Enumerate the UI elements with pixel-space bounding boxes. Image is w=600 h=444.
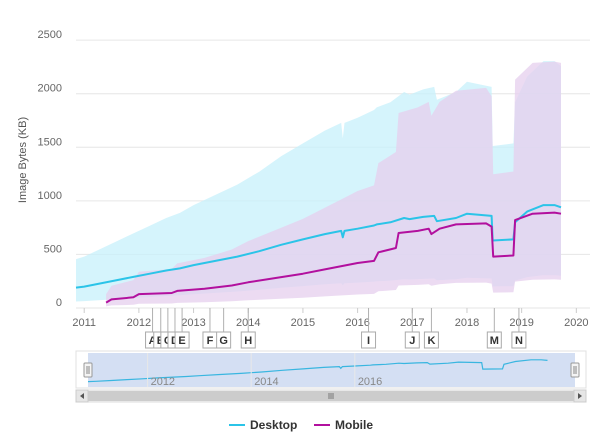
annotation-label: K [427,335,435,347]
chevron-right-icon [578,393,582,399]
annotation-flag[interactable]: M [486,308,502,349]
navigator-ticks: 2012 2014 2016 [147,353,382,388]
x-axis-ticks: 2011 2012 2013 2014 2015 2016 2017 2018 2019 2020 [72,308,589,329]
y-tick-label: 2500 [38,29,62,41]
series-line-mobile[interactable] [105,211,562,304]
annotation-label: M [490,335,499,347]
annotation-label: E [178,335,185,347]
annotation-flag[interactable]: E [174,308,190,349]
legend: Desktop Mobile [229,418,373,432]
legend-label-desktop: Desktop [250,418,297,432]
annotation-flag[interactable]: N [511,308,527,349]
annotation-flag[interactable]: F [202,308,218,349]
navigator-handle-right[interactable] [570,362,580,378]
annotation-label: I [367,335,370,347]
x-tick-label: 2018 [455,317,479,329]
annotation-flag[interactable]: K [423,308,439,349]
x-tick-label: 2016 [345,317,369,329]
chevron-left-icon [80,393,84,399]
annotation-flag[interactable]: J [404,308,420,349]
y-tick-label: 1500 [38,136,62,148]
annotation-flag[interactable]: G [216,308,232,349]
x-tick-label: 2020 [564,317,588,329]
legend-item-mobile[interactable]: Mobile [314,418,373,432]
scrollbar[interactable] [75,389,587,403]
y-tick-label: 500 [44,243,62,255]
scroll-left-button[interactable] [75,389,89,403]
y-tick-label: 1000 [38,190,62,202]
annotation-label: G [219,335,228,347]
y-axis-title: Image Bytes (KB) [17,117,29,203]
y-tick-label: 2000 [38,83,62,95]
annotation-label: A [149,335,157,347]
y-axis-ticks: 0 500 1000 1500 2000 2500 [38,29,62,309]
series-lines [75,204,562,304]
mobile-range-band [106,61,561,307]
x-tick-label: 2011 [72,317,96,329]
navigator-handle-left[interactable] [83,362,93,378]
navigator-tick-label: 2012 [151,376,175,388]
navigator-tick-label: 2016 [358,376,382,388]
x-tick-label: 2019 [509,317,533,329]
annotation-label: H [244,335,252,347]
x-tick-label: 2015 [291,317,315,329]
legend-label-mobile: Mobile [335,418,373,432]
y-tick-label: 0 [56,297,62,309]
scroll-right-button[interactable] [573,389,587,403]
annotation-label: F [207,335,214,347]
annotation-label: J [409,335,415,347]
navigator-selection[interactable] [88,353,575,387]
navigator-tick-label: 2014 [254,376,278,388]
annotation-flags: ABCDEFGHIJKMN [145,308,527,349]
x-tick-label: 2012 [127,317,151,329]
navigator[interactable]: 2012 2014 2016 [75,350,587,389]
annotation-flag[interactable]: H [240,308,256,349]
annotation-label: N [515,335,523,347]
legend-item-desktop[interactable]: Desktop [229,418,297,432]
annotation-flag[interactable]: I [361,308,377,349]
x-tick-label: 2013 [181,317,205,329]
